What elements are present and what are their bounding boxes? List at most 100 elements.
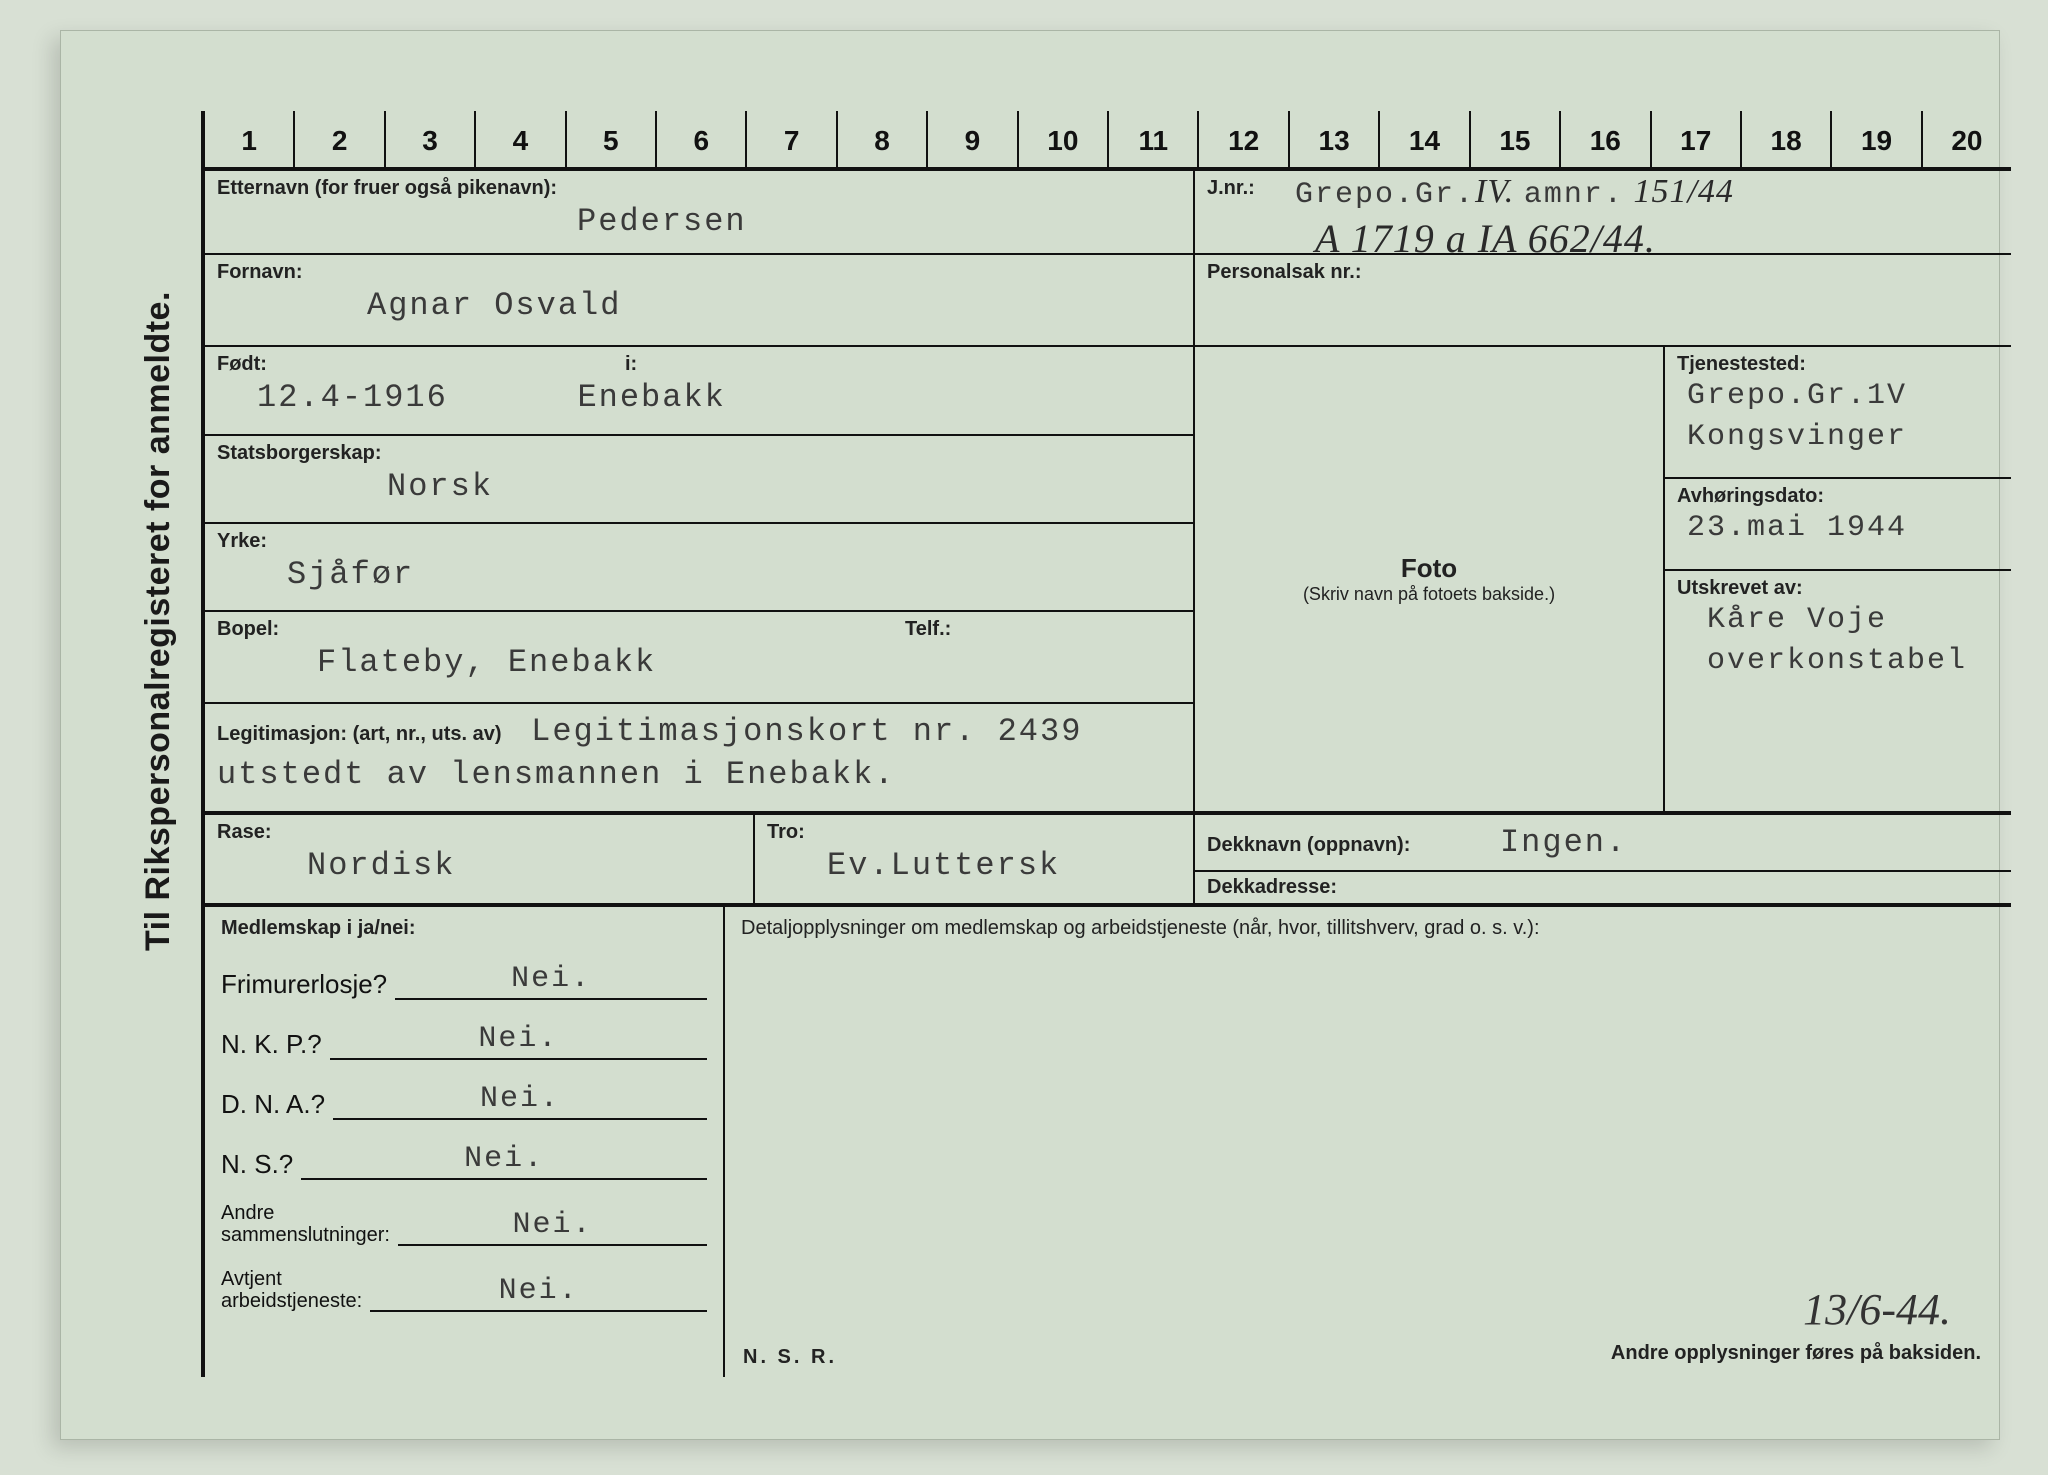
membership-label: N. S.? (221, 1149, 301, 1180)
value-fodt: 12.4-1916 (217, 379, 448, 416)
ruler-tick: 18 (1740, 111, 1830, 167)
cell-dekknavn: Dekknavn (oppnavn): Ingen. (1195, 815, 2011, 872)
row-fodt: Født: i: 12.4-1916 Enebakk (205, 347, 1193, 435)
ruler-tick: 8 (836, 111, 926, 167)
value-fornavn: Agnar Osvald (217, 284, 1181, 327)
ruler-tick: 1 (205, 111, 293, 167)
value-i: Enebakk (457, 379, 725, 416)
cell-utskrevet: Utskrevet av: Kåre Voje overkonstabel (1665, 571, 2011, 739)
membership-label: D. N. A.? (221, 1089, 333, 1120)
value-jnr-hand2: 151/44 (1633, 173, 1733, 210)
membership-block: Medlemskap i ja/nei: Frimurerlosje?Nei.N… (205, 907, 2011, 1377)
membership-row-andre: Andre sammenslutninger: Nei. (221, 1202, 707, 1246)
label-fodt: Født: (217, 353, 267, 375)
label-yrke: Yrke: (217, 530, 1181, 553)
membership-row: Frimurerlosje?Nei. (221, 962, 707, 1000)
value-dekknavn: Ingen. (1420, 824, 1627, 861)
ruler-tick: 14 (1378, 111, 1468, 167)
ruler-tick: 7 (745, 111, 835, 167)
cell-avhoring: Avhøringsdato: 23.mai 1944 (1665, 479, 2011, 571)
label-personalsak: Personalsak nr.: (1207, 261, 1999, 284)
membership-value: Nei. (333, 1082, 707, 1120)
row-etternavn: Etternavn (for fruer også pikenavn): Ped… (205, 171, 2011, 255)
label-detalj: Detaljopplysninger om medlemskap og arbe… (741, 917, 1995, 940)
value-rase: Nordisk (217, 844, 741, 887)
cell-dekkadresse: Dekkadresse: (1195, 872, 2011, 903)
cell-fornavn: Fornavn: Agnar Osvald (205, 255, 1195, 345)
cell-jnr: J.nr.: Grepo.Gr.IV. amnr. 151/44 A 1719 … (1195, 171, 2011, 253)
label-tro: Tro: (767, 821, 1181, 844)
membership-row: N. K. P.?Nei. (221, 1022, 707, 1060)
value-jnr-typed: Grepo.Gr. (1295, 178, 1475, 212)
ruler-tick: 20 (1921, 111, 2011, 167)
value-avhoringsdato: 23.mai 1944 (1677, 508, 1999, 549)
ruler-tick: 3 (384, 111, 474, 167)
value-bopel: Flateby, Enebakk (217, 641, 1181, 684)
row-fornavn: Fornavn: Agnar Osvald Personalsak nr.: (205, 255, 2011, 347)
ruler-tick: 5 (565, 111, 655, 167)
col-right-stack: Tjenestested: Grepo.Gr.1V Kongsvinger Av… (1665, 347, 2011, 810)
ruler-tick: 19 (1830, 111, 1920, 167)
membership-label-andre: Andre sammenslutninger: (221, 1202, 398, 1246)
membership-row: D. N. A.?Nei. (221, 1082, 707, 1120)
ruler: 1234567891011121314151617181920 (205, 111, 2011, 171)
label-legitimasjon: Legitimasjon: (art, nr., uts. av) (217, 723, 502, 745)
label-utskrevet: Utskrevet av: (1677, 577, 1999, 600)
foto-title: Foto (1401, 553, 1457, 584)
row-legit: Legitimasjon: (art, nr., uts. av) Legiti… (205, 704, 1193, 810)
form-body: 1234567891011121314151617181920 Etternav… (201, 111, 2011, 1377)
cell-dekk-wrap: Dekknavn (oppnavn): Ingen. Dekkadresse: (1195, 815, 2011, 903)
label-dekkadresse: Dekkadresse: (1207, 876, 1999, 899)
label-rase: Rase: (217, 821, 741, 844)
membership-value-avtjent: Nei. (370, 1274, 707, 1312)
membership-value: Nei. (330, 1022, 707, 1060)
row-rase: Rase: Nordisk Tro: Ev.Luttersk Dekknavn … (205, 815, 2011, 907)
membership-label: Frimurerlosje? (221, 969, 395, 1000)
label-dekknavn: Dekknavn (oppnavn): (1207, 834, 1410, 856)
membership-right: Detaljopplysninger om medlemskap og arbe… (725, 907, 2011, 1377)
ruler-tick: 10 (1017, 111, 1107, 167)
ruler-tick: 13 (1288, 111, 1378, 167)
label-tjenestested: Tjenestested: (1677, 353, 1999, 376)
bottom-note: Andre opplysninger føres på baksiden. (1611, 1342, 1981, 1365)
ruler-tick: 16 (1559, 111, 1649, 167)
value-etternavn: Pedersen (217, 200, 1181, 243)
cell-tjenestested: Tjenestested: Grepo.Gr.1V Kongsvinger (1665, 347, 2011, 479)
hand-date: 13/6-44. (1803, 1284, 1951, 1335)
value-jnr-amnr: amnr. (1524, 178, 1624, 212)
ruler-tick: 12 (1197, 111, 1287, 167)
membership-label: N. K. P.? (221, 1029, 330, 1060)
cell-etternavn: Etternavn (for fruer også pikenavn): Ped… (205, 171, 1195, 253)
label-telf: Telf.: (905, 618, 951, 641)
value-utskrevet: Kåre Voje overkonstabel (1677, 600, 1999, 681)
side-label: Til Rikspersonalregisteret for anmeldte. (139, 291, 178, 951)
membership-value: Nei. (395, 962, 707, 1000)
cell-foto: Foto (Skriv navn på fotoets bakside.) (1195, 347, 1665, 810)
membership-row-avtjent: Avtjent arbeidstjeneste: Nei. (221, 1268, 707, 1312)
ruler-tick: 15 (1469, 111, 1559, 167)
label-fornavn: Fornavn: (217, 261, 1181, 284)
row-yrke: Yrke: Sjåfør (205, 524, 1193, 612)
ruler-tick: 17 (1650, 111, 1740, 167)
card-page: Til Rikspersonalregisteret for anmeldte.… (60, 30, 2000, 1440)
label-medlemskap: Medlemskap i ja/nei: (221, 917, 707, 940)
cell-tro: Tro: Ev.Luttersk (755, 815, 1195, 903)
label-statsborgerskap: Statsborgerskap: (217, 442, 1181, 465)
nsr-mark: N. S. R. (743, 1346, 837, 1369)
membership-value: Nei. (301, 1142, 707, 1180)
value-tjenestested: Grepo.Gr.1V Kongsvinger (1677, 376, 1999, 457)
cell-rase: Rase: Nordisk (205, 815, 755, 903)
membership-left: Medlemskap i ja/nei: Frimurerlosje?Nei.N… (205, 907, 725, 1377)
value-tro: Ev.Luttersk (767, 844, 1181, 887)
ruler-tick: 4 (474, 111, 564, 167)
label-avhoringsdato: Avhøringsdato: (1677, 485, 1999, 508)
value-yrke: Sjåfør (217, 553, 1181, 596)
foto-sub: (Skriv navn på fotoets bakside.) (1303, 584, 1555, 605)
ruler-tick: 11 (1107, 111, 1197, 167)
value-jnr-hand1: IV. (1475, 173, 1514, 210)
ruler-tick: 2 (293, 111, 383, 167)
row-bopel: Bopel: Telf.: Flateby, Enebakk (205, 612, 1193, 704)
label-etternavn: Etternavn (for fruer også pikenavn): (217, 177, 1181, 200)
label-i: i: (625, 353, 637, 376)
membership-row: N. S.?Nei. (221, 1142, 707, 1180)
